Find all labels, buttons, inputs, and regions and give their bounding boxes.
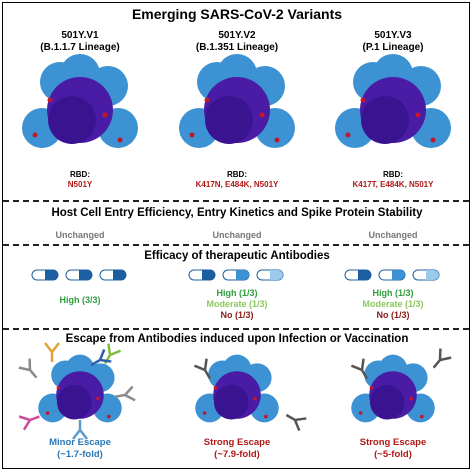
antibody: [44, 342, 60, 362]
escape-fold: (~7.9-fold): [214, 449, 260, 460]
antibody: [432, 348, 452, 369]
mutation-dot: [56, 386, 61, 390]
efficacy-result: High (1/3): [372, 288, 414, 298]
variant-name: 501Y.V2: [218, 30, 256, 41]
variant-lineage: (B.1.351 Lineage): [195, 42, 279, 53]
mutation-dot: [107, 414, 111, 419]
spike-core: [361, 96, 409, 144]
mutation-dot: [32, 132, 38, 138]
mutation-dot: [360, 97, 366, 103]
mutation-dot: [369, 386, 374, 390]
title: Emerging SARS-CoV-2 Variants: [131, 6, 343, 22]
antibody: [18, 358, 38, 379]
entry-result: Unchanged: [212, 230, 262, 240]
variant-lineage: (P.1 Lineage): [362, 42, 424, 53]
antibody: [90, 348, 112, 367]
mutation-dot: [47, 97, 53, 103]
mutation-dot: [409, 396, 413, 401]
mutation-dot: [189, 132, 195, 138]
efficacy-result: No (1/3): [376, 310, 410, 320]
antibody: [193, 358, 212, 380]
mutation-dot: [259, 112, 265, 118]
mutation-dot: [213, 386, 218, 390]
mutation-dot: [430, 137, 436, 143]
antibody-pill-half: [358, 270, 371, 280]
mutation-dot: [253, 396, 257, 401]
divider: [3, 328, 469, 330]
antibody: [114, 385, 136, 402]
efficacy-result: Moderate (1/3): [362, 299, 424, 309]
rbd-label: RBD:: [383, 170, 403, 179]
mutation-dot: [420, 414, 424, 419]
rbd-mutations: N501Y: [67, 180, 93, 189]
efficacy-result: Moderate (1/3): [206, 299, 268, 309]
section-title: Efficacy of therapeutic Antibodies: [144, 250, 330, 262]
antibody: [72, 420, 88, 440]
mutation-dot: [358, 411, 363, 415]
rbd-mutations: K417N, E484K, N501Y: [195, 180, 279, 189]
escape-fold: (~1.7-fold): [57, 449, 103, 460]
mutation-dot: [117, 137, 123, 143]
efficacy-result: High (3/3): [59, 295, 101, 305]
antibody: [18, 415, 40, 431]
mutation-dot: [264, 414, 268, 419]
variant-lineage: (B.1.1.7 Lineage): [40, 42, 120, 53]
rbd-label: RBD:: [70, 170, 90, 179]
antibody-pill-half: [202, 270, 215, 280]
antibody: [285, 413, 307, 432]
efficacy-result: High (1/3): [216, 288, 258, 298]
entry-result: Unchanged: [55, 230, 105, 240]
spike-core: [48, 96, 96, 144]
escape-level: Strong Escape: [359, 437, 427, 448]
section-title: Escape from Antibodies induced upon Infe…: [65, 333, 409, 345]
mutation-dot: [345, 132, 351, 138]
antibody: [350, 358, 369, 380]
rbd-label: RBD:: [227, 170, 247, 179]
escape-fold: (~5-fold): [374, 449, 412, 460]
escape-level: Minor Escape: [49, 437, 111, 448]
spike-core: [369, 384, 405, 420]
antibody-pill-half: [270, 270, 283, 280]
section-title: Host Cell Entry Efficiency, Entry Kineti…: [51, 207, 423, 219]
mutation-dot: [96, 396, 100, 401]
antibody-pill-half: [79, 270, 92, 280]
antibody-pill-half: [236, 270, 249, 280]
escape-level: Strong Escape: [203, 437, 271, 448]
mutation-dot: [274, 137, 280, 143]
mutation-dot: [204, 97, 210, 103]
mutation-dot: [415, 112, 421, 118]
antibody-pill-half: [45, 270, 58, 280]
mutation-dot: [202, 411, 207, 415]
mutation-dot: [45, 411, 50, 415]
rbd-mutations: K417T, E484K, N501Y: [352, 180, 434, 189]
antibody-pill-half: [426, 270, 439, 280]
mutation-dot: [102, 112, 108, 118]
frame: [2, 2, 470, 469]
antibody-pill-half: [392, 270, 405, 280]
efficacy-result: No (1/3): [220, 310, 254, 320]
entry-result: Unchanged: [368, 230, 418, 240]
divider: [3, 244, 469, 246]
spike-core: [213, 384, 249, 420]
divider: [3, 200, 469, 202]
variant-name: 501Y.V1: [61, 30, 99, 41]
variant-name: 501Y.V3: [374, 30, 412, 41]
antibody-pill-half: [113, 270, 126, 280]
spike-core: [56, 384, 92, 420]
spike-core: [205, 96, 253, 144]
